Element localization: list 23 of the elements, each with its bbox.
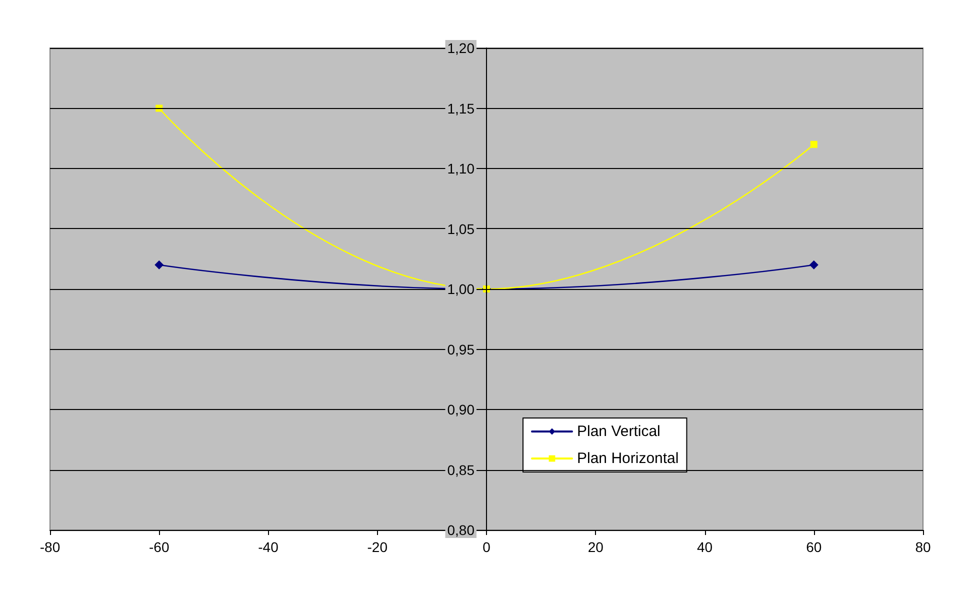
x-tick-label: -60 [149,539,170,555]
x-tick-label: 40 [696,539,713,555]
y-tick-label: 0,80 [447,522,475,538]
point [154,260,164,270]
x-tick-label: -80 [40,539,60,555]
x-tick-label: 80 [915,539,931,555]
x-tick-label: 20 [588,539,604,555]
x-tick-label: 0 [482,539,491,555]
legend-label: Plan Vertical [577,423,660,440]
legend-label: Plan Horizontal [577,450,679,467]
y-tick-label: 1,05 [447,220,475,237]
point [810,140,818,148]
y-tick-label: 1,15 [447,100,475,116]
x-tick-label: 60 [806,539,822,555]
y-tick-label: 0,95 [447,341,475,358]
y-tick-label: 1,10 [447,160,475,176]
y-tick-label: 0,90 [447,402,475,418]
y-tick-label: 0,85 [447,462,475,478]
x-tick-label: -20 [367,539,388,555]
y-tick-label: 1,00 [447,281,475,297]
point [809,260,818,270]
y-tick-label: 1,20 [447,40,475,56]
x-tick-label: -40 [258,539,279,555]
